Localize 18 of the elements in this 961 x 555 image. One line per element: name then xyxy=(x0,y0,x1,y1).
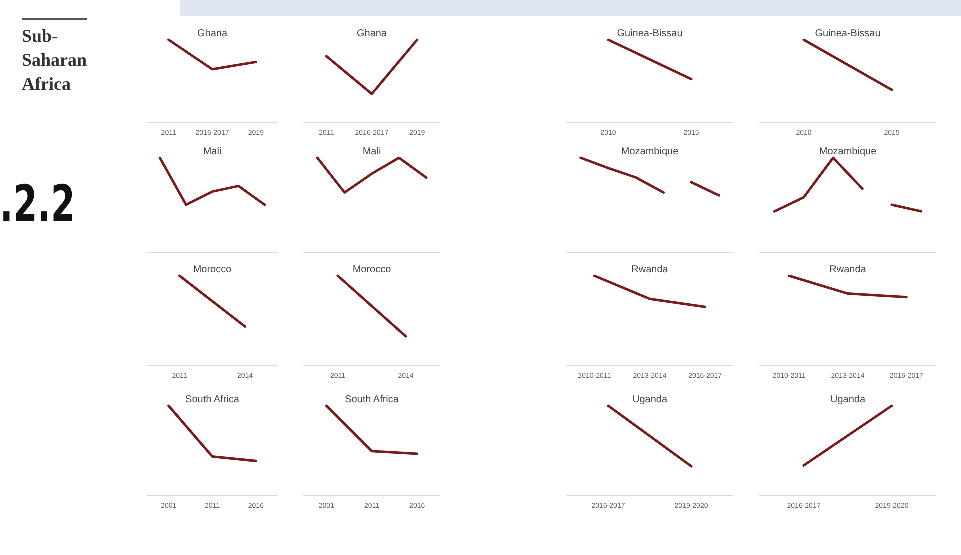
chart-title: Mozambique xyxy=(819,146,878,158)
chart-title: Guinea-Bissau xyxy=(815,28,881,40)
chart-title: Uganda xyxy=(632,394,668,406)
text: .2.2 xyxy=(0,175,76,233)
chart-title: Mali xyxy=(203,146,222,158)
chart-title: Mozambique xyxy=(621,146,680,158)
chart-title: Ghana xyxy=(356,28,388,40)
chart-title: South Africa xyxy=(186,394,240,406)
chart-title: Rwanda xyxy=(830,264,867,276)
chart-title: Morocco xyxy=(352,264,392,276)
chart-title: Morocco xyxy=(193,264,232,276)
chart-title: Rwanda xyxy=(632,264,669,276)
chart-title: Ghana xyxy=(197,28,228,40)
chart-title: Mali xyxy=(362,146,382,158)
chart-title: Uganda xyxy=(830,394,866,406)
chart-title: South Africa xyxy=(345,394,400,406)
chart-title: Guinea-Bissau xyxy=(617,28,683,40)
text: Sub- Saharan Africa xyxy=(22,18,88,96)
